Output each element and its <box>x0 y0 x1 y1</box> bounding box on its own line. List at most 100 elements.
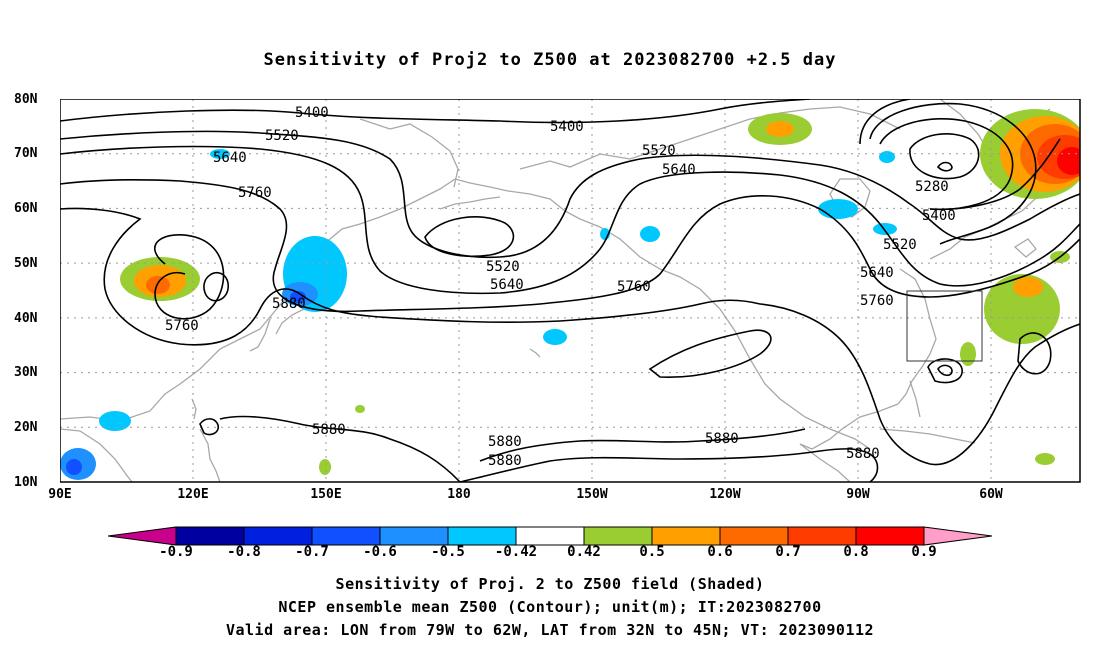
coast-korea <box>249 318 271 352</box>
grid-lines <box>60 99 1080 482</box>
lat-label-20n: 20N <box>14 420 38 435</box>
contour-small-low-atl2 <box>937 364 953 377</box>
contour-label-5520-central: 5520 <box>642 143 676 159</box>
coast-asia-north <box>359 118 459 188</box>
contour-label-5760-mongolia: 5760 <box>165 318 199 334</box>
coast-caribbean <box>879 428 976 444</box>
lat-label-40n: 40N <box>14 311 38 326</box>
contour-low-atlantic-5280 <box>909 133 980 180</box>
contour-label-5520-atlantic: 5520 <box>883 237 917 253</box>
lon-label-120w: 120W <box>709 487 741 502</box>
contour-label-5640-atlantic: 5640 <box>860 265 894 281</box>
colorbar-cell <box>855 526 925 546</box>
shade-pacific-cyan5 <box>873 223 897 235</box>
colorbar-label-m0.9: -0.9 <box>159 544 193 560</box>
shade-canada-orange <box>766 121 794 137</box>
colorbar-label-0.5: 0.5 <box>639 544 665 560</box>
coast-indochina <box>60 428 133 482</box>
contour-label-5760-atlantic: 5760 <box>860 293 894 309</box>
coast-taiwan <box>191 398 197 420</box>
shade-pacific-cyan2 <box>640 226 660 242</box>
colorbar-label-0.42: 0.42 <box>567 544 601 560</box>
contour-5880-e <box>479 428 806 462</box>
z500-contours <box>60 99 1080 482</box>
contour-label-5760-pacific: 5760 <box>617 279 651 295</box>
colorbar-label-0.9: 0.9 <box>911 544 937 560</box>
shade-scs-cyan <box>99 411 131 431</box>
footer-line-contour: NCEP ensemble mean Z500 (Contour); unit(… <box>278 598 822 616</box>
colorbar-label-m0.42: -0.42 <box>494 544 538 560</box>
coast-aleutians <box>439 196 501 210</box>
lon-label-90e: 90E <box>48 487 72 502</box>
shade-atlantic-green3 <box>1035 453 1055 465</box>
contour-5880-c <box>219 415 461 482</box>
shade-japan-blue <box>290 291 306 303</box>
shade-canada-cyan <box>879 151 895 163</box>
contour-label-5760-west: 5760 <box>238 185 272 201</box>
contour-label-5880-south: 5880 <box>312 422 346 438</box>
colorbar-cell <box>243 526 313 546</box>
colorbar-cell <box>651 526 721 546</box>
valid-area-box <box>906 290 983 362</box>
colorbar-label-m0.6: -0.6 <box>363 544 397 560</box>
colorbar-cell <box>515 526 585 546</box>
lon-label-150w: 150W <box>576 487 608 502</box>
contour-label-5880-pacific: 5880 <box>488 434 522 450</box>
contour-5640-atl <box>859 99 911 145</box>
footer-line-valid-area: Valid area: LON from 79W to 62W, LAT fro… <box>225 621 875 639</box>
contour-small-low-atl1 <box>927 358 963 384</box>
lon-label-90w: 90W <box>846 487 870 502</box>
sensitivity-shading <box>60 109 1080 480</box>
contour-label-5880-pacific2: 5880 <box>488 453 522 469</box>
lat-label-30n: 30N <box>14 365 38 380</box>
coast-hawaii <box>529 348 541 358</box>
colorbar-label-0.7: 0.7 <box>775 544 801 560</box>
lat-label-70n: 70N <box>14 146 38 161</box>
coast-alaska <box>454 178 871 450</box>
map-panel: 5400 5400 5520 5520 5640 5640 5760 5760 … <box>60 99 1081 483</box>
contour-5400-atl <box>879 117 1014 211</box>
colorbar-label-m0.7: -0.7 <box>295 544 329 560</box>
lon-label-120e: 120E <box>177 487 209 502</box>
contour-label-5400-atlantic: 5400 <box>922 208 956 224</box>
shade-us-east-green-small <box>960 342 976 366</box>
contour-label-5400-west: 5400 <box>295 105 329 121</box>
colorbar-low-triangle <box>108 526 177 546</box>
lat-label-60n: 60N <box>14 201 38 216</box>
lat-label-50n: 50N <box>14 256 38 271</box>
contour-label-5880-mexico: 5880 <box>705 431 739 447</box>
contour-label-5640-pacific: 5640 <box>490 277 524 293</box>
lon-label-180: 180 <box>447 487 471 502</box>
coast-newfoundland <box>1013 238 1037 258</box>
contour-5760-a <box>60 178 1080 313</box>
coast-gulf <box>799 403 899 450</box>
contour-low-japan <box>153 234 225 320</box>
shade-pacific-cyan6 <box>543 329 567 345</box>
contour-5400-a <box>60 99 811 124</box>
coast-philippines <box>199 428 221 482</box>
lat-label-80n: 80N <box>14 92 38 107</box>
contour-label-group: 5400 5400 5520 5520 5640 5640 5760 5760 … <box>165 105 956 469</box>
coast-central-america <box>799 443 851 482</box>
map-frame <box>60 99 1081 483</box>
contour-label-5520-west: 5520 <box>265 128 299 144</box>
contour-low-japan-inner <box>203 271 229 302</box>
contour-label-5640-west: 5640 <box>213 150 247 166</box>
colorbar-cell <box>447 526 517 546</box>
contour-low-pacific <box>424 216 515 257</box>
shade-pacific-cyan1 <box>210 149 230 159</box>
colorbar-label-m0.8: -0.8 <box>227 544 261 560</box>
contour-5520-a <box>60 130 1080 259</box>
footer-line-shading: Sensitivity of Proj. 2 to Z500 field (Sh… <box>335 575 765 593</box>
contour-label-5520-pacific: 5520 <box>486 259 520 275</box>
shade-scs-darkblue <box>66 459 82 475</box>
shade-mongolia-red <box>146 276 170 294</box>
lat-label-10n: 10N <box>14 475 38 490</box>
contour-low-atlantic-inner <box>936 161 953 172</box>
contour-label-5880-japan: 5880 <box>272 296 306 312</box>
colorbar-cell <box>379 526 449 546</box>
colorbar-cell <box>719 526 789 546</box>
colorbar-label-m0.5: -0.5 <box>431 544 465 560</box>
shade-pacific-cyan4 <box>818 199 858 219</box>
colorbar-label-0.8: 0.8 <box>843 544 869 560</box>
